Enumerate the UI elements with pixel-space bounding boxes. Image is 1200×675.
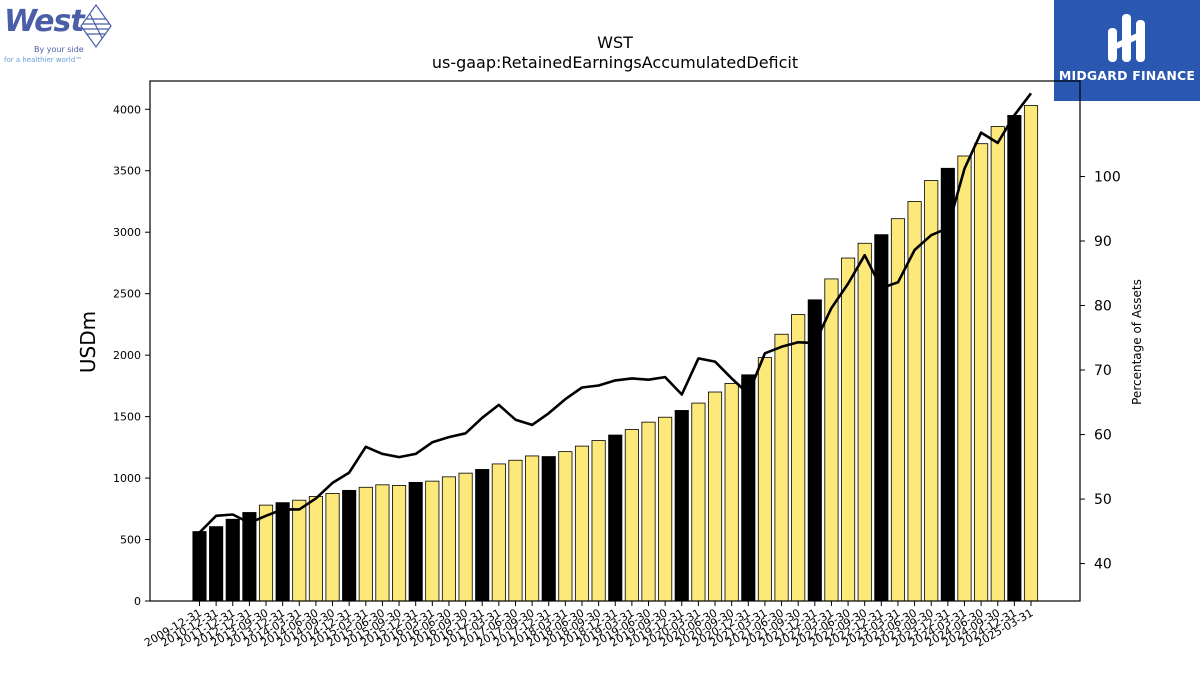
- bar: [491, 463, 506, 602]
- y2-tick-label: 50: [1094, 492, 1112, 508]
- bar: [425, 480, 440, 602]
- bar: [225, 518, 240, 602]
- bar: [408, 481, 423, 602]
- bar: [441, 476, 457, 602]
- bar: [691, 402, 706, 602]
- bar: [791, 314, 806, 602]
- y-tick-label: 0: [134, 595, 141, 608]
- bar: [242, 512, 257, 602]
- bar: [841, 257, 856, 602]
- bar: [591, 440, 606, 602]
- bar: [275, 502, 290, 602]
- bar: [624, 429, 639, 602]
- bar: [192, 531, 207, 602]
- bar-series: [192, 105, 1039, 602]
- bar: [458, 472, 473, 602]
- bar: [674, 410, 689, 602]
- chart-title: WST: [597, 33, 633, 52]
- bar: [757, 357, 772, 602]
- y-tick-label: 2000: [113, 349, 141, 362]
- midgard-finance-logo: MIDGARD FINANCE: [1054, 0, 1200, 101]
- y-tick-label: 4000: [113, 103, 141, 116]
- west-company-logo: West By your side for a healthier world™: [0, 0, 118, 70]
- bar: [824, 278, 839, 602]
- bar: [1007, 115, 1022, 602]
- y-tick-label: 3000: [113, 226, 141, 239]
- bar: [342, 489, 357, 602]
- y2-axis-label: Percentage of Assets: [1130, 279, 1144, 405]
- y2-tick-label: 60: [1094, 428, 1112, 444]
- bar: [957, 155, 972, 602]
- bar: [974, 143, 989, 602]
- bar: [774, 333, 789, 602]
- bar: [325, 493, 340, 602]
- bar: [209, 526, 224, 602]
- bar: [1023, 105, 1039, 602]
- y-axis-label: USDm: [76, 311, 100, 373]
- y-tick-label: 3500: [113, 165, 141, 178]
- bar: [990, 126, 1005, 602]
- west-logo-tagline: By your side: [34, 45, 84, 54]
- bar: [558, 451, 573, 602]
- chart-subtitle: us-gaap:RetainedEarningsAccumulatedDefic…: [432, 53, 798, 72]
- bar: [658, 416, 673, 602]
- bar: [724, 383, 739, 602]
- bar: [608, 434, 623, 602]
- y2-tick-label: 40: [1094, 557, 1112, 573]
- bar: [574, 445, 590, 602]
- west-logo-tagline-sub: for a healthier world™: [4, 56, 83, 64]
- bar: [541, 456, 556, 602]
- bar: [508, 459, 523, 602]
- y2-tick-label: 70: [1094, 363, 1112, 379]
- bar: [292, 499, 307, 602]
- axes: 0 500 1000 1500 2000 2500 3000 3500 4000 40 50 60 70…: [113, 80, 1121, 650]
- bar: [475, 469, 490, 602]
- bar: [741, 374, 756, 602]
- y2-tick-label: 80: [1094, 299, 1112, 315]
- y2-tick-label: 90: [1094, 234, 1112, 250]
- bar: [375, 484, 390, 602]
- west-logo-wordmark: West: [4, 4, 85, 39]
- bar: [392, 485, 407, 602]
- bar: [308, 496, 323, 602]
- bar: [857, 242, 872, 602]
- midgard-logo-icon: [1108, 14, 1145, 62]
- west-diamond-icon: [80, 4, 112, 48]
- y-tick-label: 1500: [113, 411, 141, 424]
- line-series-layer: [198, 92, 1033, 534]
- bar: [707, 391, 723, 602]
- y-tick-label: 1000: [113, 472, 141, 485]
- y-tick-label: 2500: [113, 288, 141, 301]
- bar: [940, 167, 955, 602]
- bar: [525, 455, 540, 602]
- bar: [874, 234, 889, 602]
- bar: [641, 421, 656, 602]
- bar: [358, 486, 373, 602]
- midgard-logo-text: MIDGARD FINANCE: [1058, 68, 1196, 83]
- y2-tick-label: 100: [1094, 169, 1121, 185]
- bar: [924, 180, 939, 602]
- percentage-line: [198, 92, 1033, 534]
- bar: [807, 299, 822, 602]
- y-tick-label: 500: [120, 534, 141, 547]
- bar: [258, 504, 274, 602]
